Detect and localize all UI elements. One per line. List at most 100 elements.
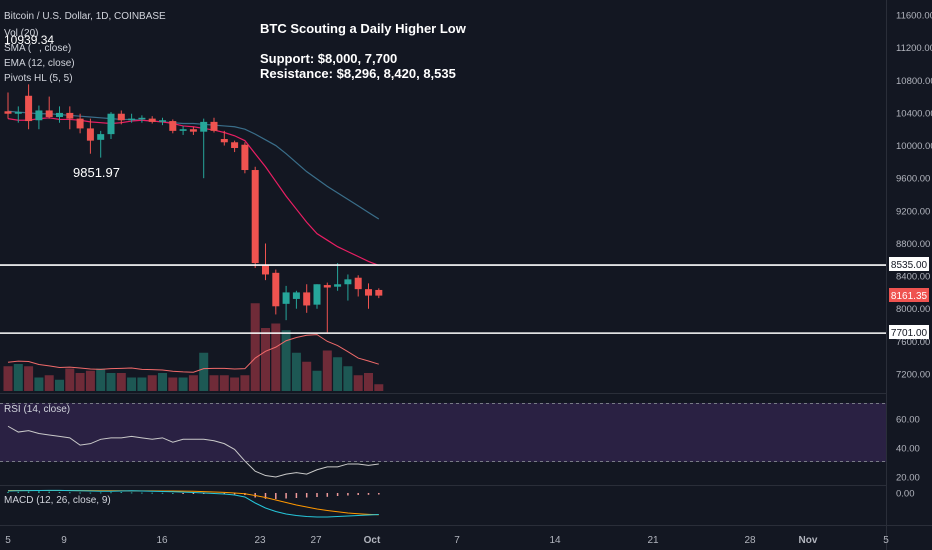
candle-body xyxy=(272,272,280,307)
ema-indicator-label[interactable]: EMA (12, close) xyxy=(4,58,75,69)
volume-bar xyxy=(322,350,332,391)
time-tick-label: 27 xyxy=(310,535,322,546)
macd-histogram-bar xyxy=(295,493,298,498)
volume-bar xyxy=(85,370,95,391)
macd-histogram-bar xyxy=(316,493,318,497)
volume-bars xyxy=(3,303,384,391)
macd-histogram-bar xyxy=(17,491,20,493)
macd-histogram-bar xyxy=(161,492,164,494)
volume-bar xyxy=(281,330,291,391)
rsi-band xyxy=(0,403,886,462)
volume-bar xyxy=(343,366,353,391)
volume-indicator-label[interactable]: Vol (20) xyxy=(4,28,38,39)
rsi-line xyxy=(7,425,379,478)
candle-body xyxy=(35,110,43,121)
rsi-tick-label: 40.00 xyxy=(896,444,920,455)
macd-histogram-bar xyxy=(79,492,81,494)
candle-body xyxy=(66,112,74,119)
candle-body xyxy=(97,134,105,140)
macd-label[interactable]: MACD (12, 26, close, 9) xyxy=(4,495,111,506)
volume-bar xyxy=(240,375,250,391)
time-tick-label: 9 xyxy=(61,535,67,546)
symbol-title[interactable]: Bitcoin / U.S. Dollar, 1D, COINBASE xyxy=(4,11,166,22)
volume-bar xyxy=(137,377,147,391)
candle-body xyxy=(86,128,94,141)
candle-body xyxy=(262,264,269,275)
volume-ma-line xyxy=(7,334,379,373)
price-axis[interactable]: 11600.00 11200.00 10800.00 10400.00 10000.00… xyxy=(896,11,932,500)
time-tick-label: 7 xyxy=(454,535,460,546)
time-tick-label: 14 xyxy=(549,535,561,546)
candle-body xyxy=(169,121,177,131)
macd-histogram-bar xyxy=(264,493,267,499)
last-price-badge-text: 8161.35 xyxy=(891,291,928,302)
volume-bar xyxy=(75,373,85,391)
macd-histogram-bar xyxy=(89,492,92,494)
annotation-support[interactable]: Support: $8,000, 7,700 xyxy=(260,51,397,66)
rsi-label[interactable]: RSI (14, close) xyxy=(4,404,70,415)
volume-bar xyxy=(158,373,167,391)
candle-body xyxy=(251,170,259,264)
volume-bar xyxy=(96,368,106,391)
macd-histogram-bar xyxy=(27,491,30,493)
candle-body xyxy=(323,285,331,288)
candle-body xyxy=(45,110,53,117)
candle-body xyxy=(148,118,156,122)
volume-bar xyxy=(168,377,178,391)
volume-bar xyxy=(24,366,34,391)
horizontal-levels xyxy=(0,264,886,334)
price-tick-label: 10800.00 xyxy=(896,76,932,87)
volume-bar xyxy=(3,366,13,391)
macd-histogram-bar xyxy=(151,492,153,494)
macd-histogram-bar xyxy=(130,492,133,494)
price-tick-label: 8000.00 xyxy=(896,304,930,315)
volume-bar xyxy=(271,323,281,391)
volume-bar xyxy=(219,375,229,391)
volume-bar xyxy=(353,375,363,391)
macd-histogram-bar xyxy=(275,493,277,499)
macd-histogram-bar xyxy=(233,493,236,495)
volume-bar xyxy=(199,352,209,391)
time-tick-label: 23 xyxy=(254,535,266,546)
macd-indicator xyxy=(7,489,380,518)
support-badge xyxy=(889,325,929,339)
macd-line xyxy=(7,489,379,518)
price-tick-label: 10000.00 xyxy=(896,141,932,152)
macd-histogram-bar xyxy=(182,493,184,494)
macd-histogram-bar xyxy=(99,492,102,494)
candle-body xyxy=(76,118,84,129)
macd-histogram-bar xyxy=(347,493,349,496)
candle-body xyxy=(4,111,12,114)
macd-histogram-bar xyxy=(38,491,40,493)
time-axis[interactable]: 5 9 16 23 27 Oct 7 14 21 28 Nov 5 xyxy=(5,535,889,546)
candle-body xyxy=(14,112,22,114)
time-tick-label: 21 xyxy=(647,535,659,546)
macd-histogram-bar xyxy=(326,493,329,497)
volume-bar xyxy=(261,328,270,391)
rsi-tick-label: 60.00 xyxy=(896,415,920,426)
volume-bar xyxy=(374,384,384,391)
price-tick-label: 11200.00 xyxy=(896,43,932,54)
resistance-badge xyxy=(889,257,929,271)
price-tick-label: 9600.00 xyxy=(896,174,930,185)
volume-bar xyxy=(178,377,188,391)
rsi-tick-label: 20.00 xyxy=(896,473,920,484)
macd-histogram-bar xyxy=(141,492,143,494)
pivots-indicator-label[interactable]: Pivots HL (5, 5) xyxy=(4,73,73,84)
volume-bar xyxy=(230,377,240,391)
sma-indicator-label-end[interactable]: , close) xyxy=(39,43,71,54)
time-tick-label: 16 xyxy=(156,535,168,546)
sma-indicator-label-start[interactable]: SMA ( xyxy=(4,43,32,54)
macd-histogram-bar xyxy=(48,491,50,493)
candle-body xyxy=(303,292,311,306)
macd-histogram-bar xyxy=(110,492,112,494)
macd-tick-label: 0.00 xyxy=(896,489,915,500)
macd-histogram-bar xyxy=(58,492,61,493)
annotation-resistance[interactable]: Resistance: $8,296, 8,420, 8,535 xyxy=(260,66,456,81)
candle-body xyxy=(138,117,146,120)
annotation-title[interactable]: BTC Scouting a Daily Higher Low xyxy=(260,21,467,36)
volume-bar xyxy=(13,364,23,391)
price-tick-label: 7200.00 xyxy=(896,370,930,381)
time-tick-label: 5 xyxy=(883,535,889,546)
